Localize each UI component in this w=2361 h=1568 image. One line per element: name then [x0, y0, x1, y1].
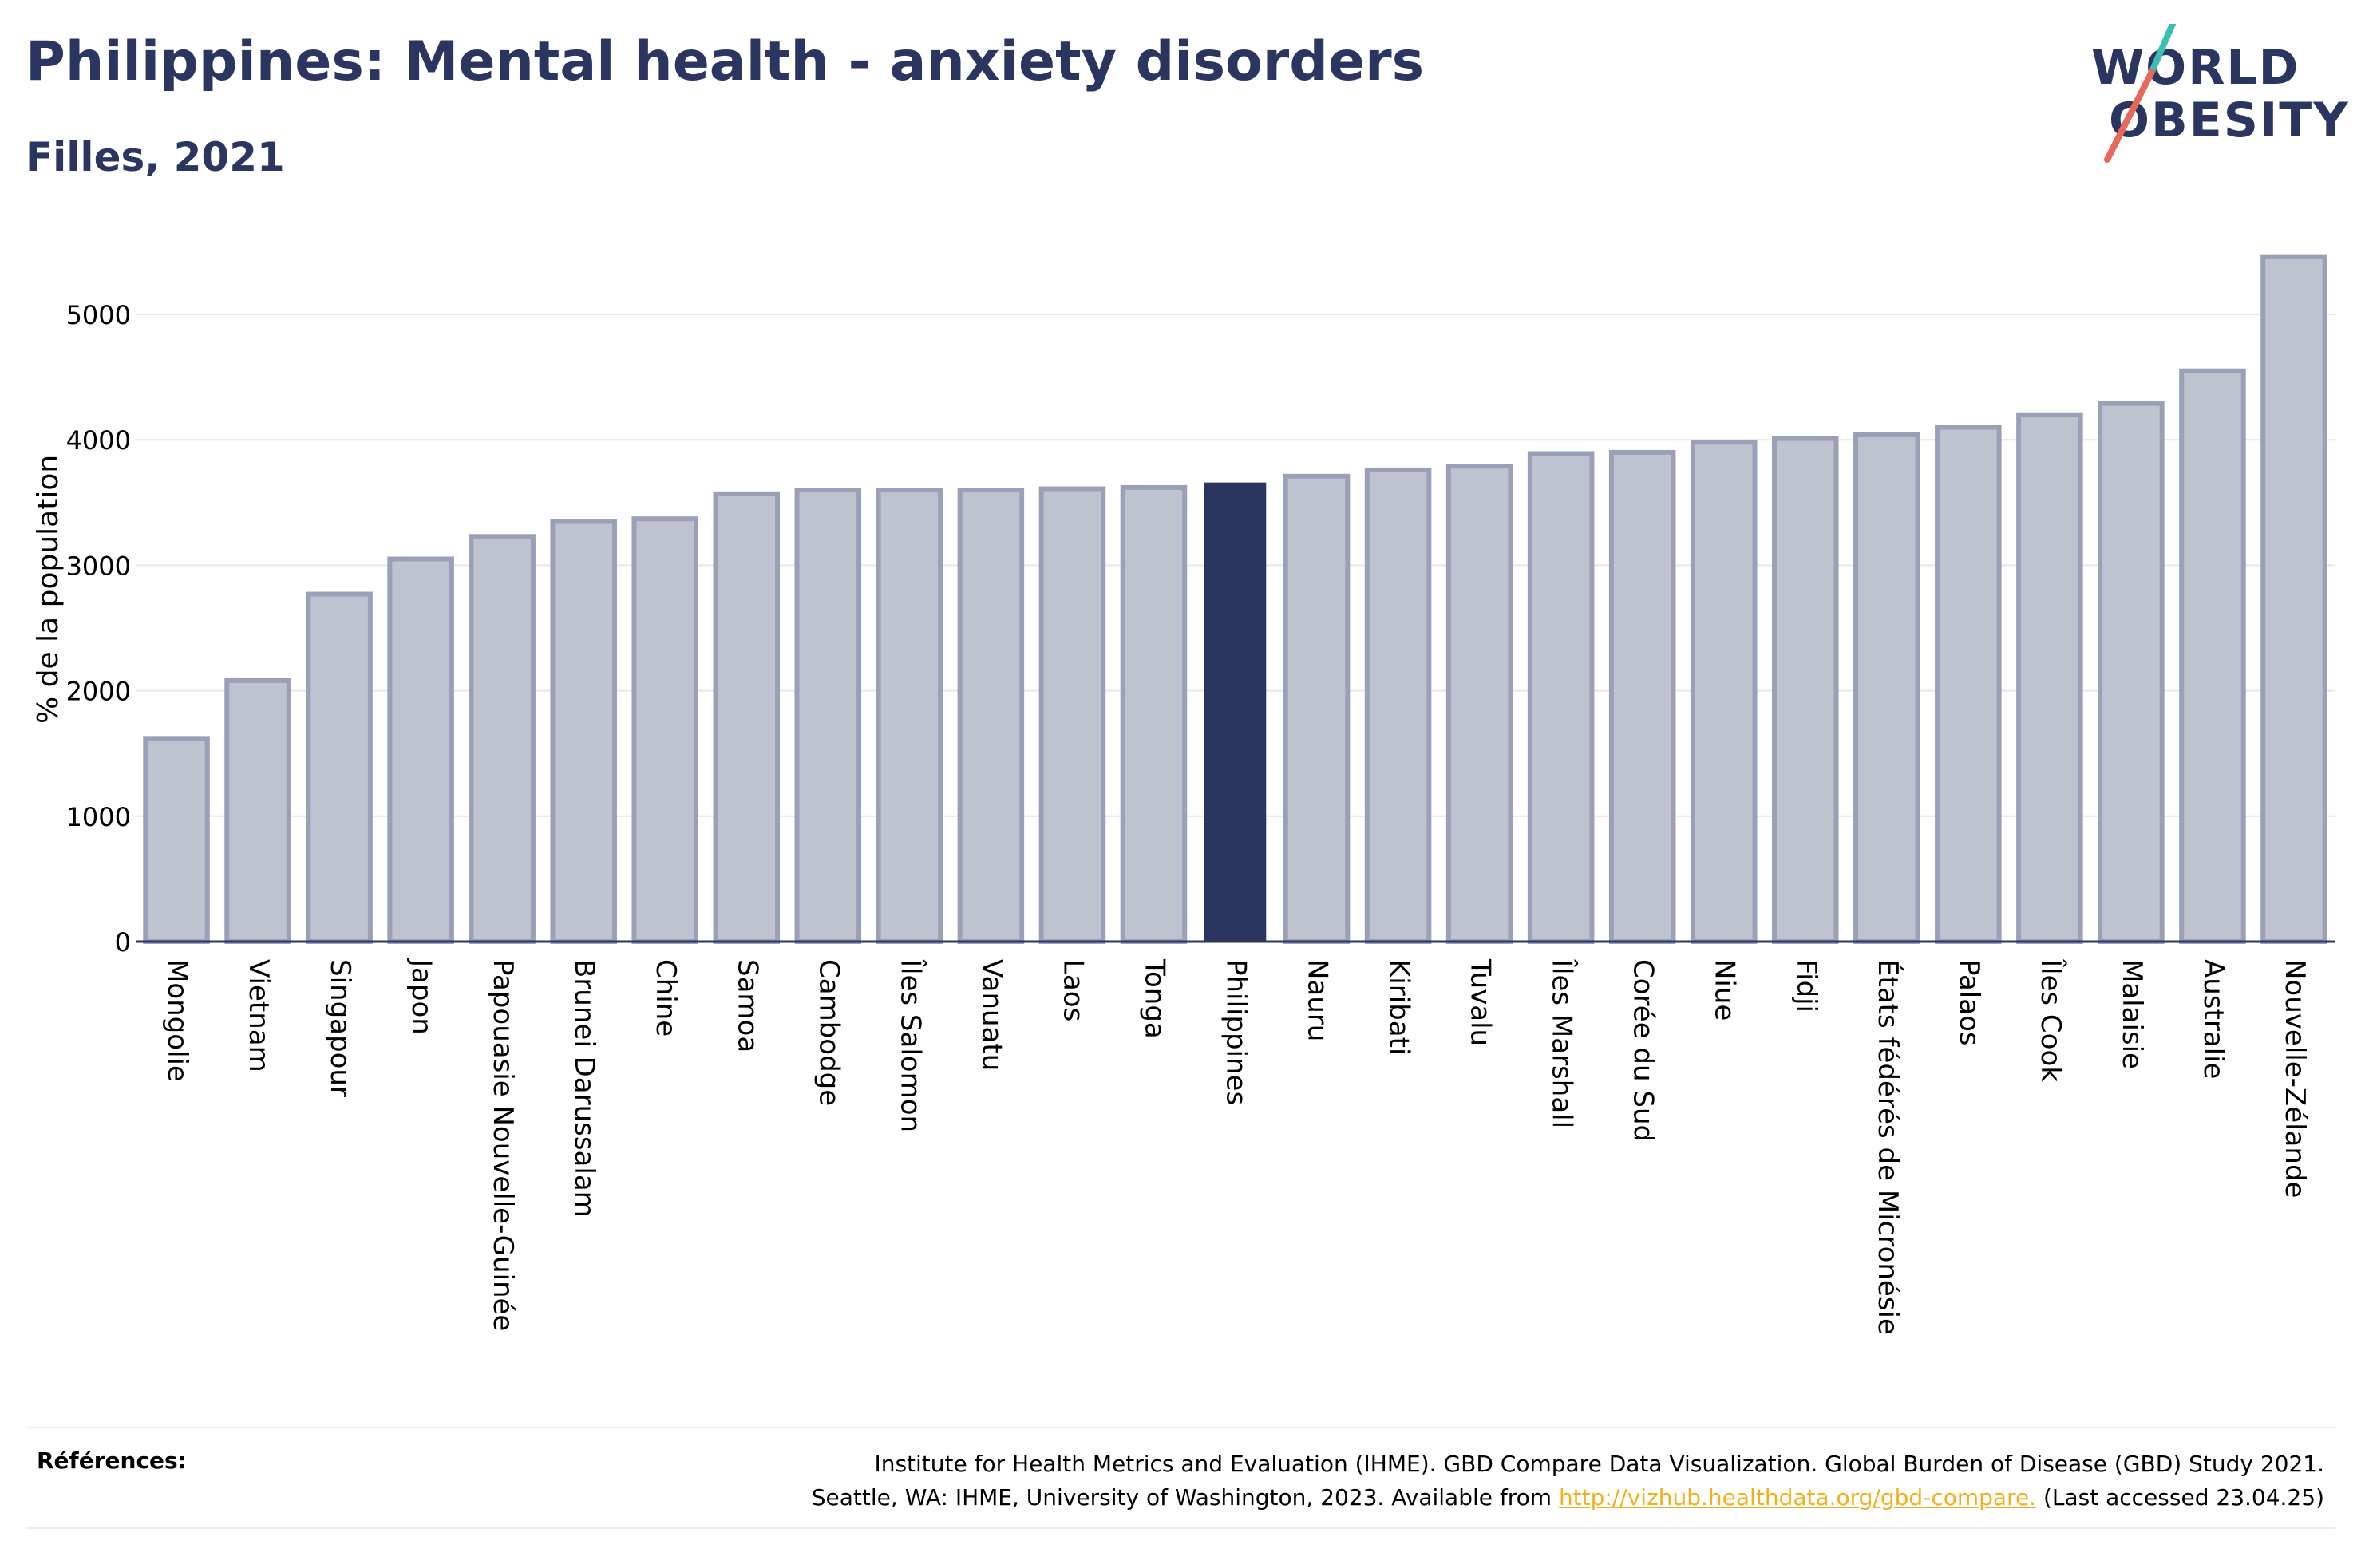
bar-nauru [1283, 473, 1351, 944]
x-tick-label: Papouasie Nouvelle-Guinée [487, 959, 519, 1331]
bar-australie [2179, 368, 2246, 944]
y-axis-label: % de la population [32, 455, 65, 724]
y-tick-label: 0 [115, 927, 131, 958]
x-tick-label: Malaisie [2116, 959, 2148, 1069]
x-tick-label: Tuvalu [1465, 958, 1497, 1046]
y-tick-label: 1000 [66, 802, 131, 832]
x-tick-label: Chine [650, 959, 682, 1037]
references-line-2-suffix: (Last accessed 23.04.25) [2036, 1484, 2324, 1511]
bar-samoa [713, 491, 781, 944]
references-link[interactable]: http://vizhub.healthdata.org/gbd-compare… [1558, 1484, 2037, 1511]
x-tick-label: États fédérés de Micronésie [1872, 959, 1904, 1335]
bar-singapour [306, 591, 373, 945]
bar-fidji [1771, 436, 1839, 944]
x-tick-label: Niue [1709, 959, 1741, 1021]
y-tick-label: 3000 [66, 551, 131, 581]
x-tick-label: Japon [405, 958, 437, 1035]
y-tick-label: 4000 [66, 425, 131, 456]
bar-niue [1690, 440, 1758, 944]
bar-laos [1038, 486, 1106, 944]
bar-états-fédérés-de-micronésie [1853, 432, 1920, 944]
logo-line-1: WORLD [2091, 40, 2300, 96]
bar-chart: 0 1000 2000 3000 4000 5000 % de la population M… [32, 254, 2335, 1335]
bar-cambodge [794, 488, 862, 944]
bar-mongolie [143, 736, 210, 944]
x-tick-label: Vietnam [243, 959, 275, 1072]
x-tick-label: Kiribati [1383, 959, 1415, 1055]
world-obesity-logo: WORLD OBESITY [2075, 24, 2350, 168]
bar-tuvalu [1445, 464, 1513, 944]
chart-subtitle: Filles, 2021 [26, 134, 285, 180]
references-text: Institute for Health Metrics and Evaluat… [812, 1448, 2324, 1515]
x-tick-label: Singapour [324, 959, 356, 1097]
bar-vanuatu [957, 488, 1025, 944]
x-tick-label: Brunei Darussalam [568, 959, 600, 1218]
x-tick-label: Samoa [731, 959, 763, 1053]
x-tick-label: Nouvelle-Zélande [2279, 959, 2311, 1198]
bar-îles-salomon [876, 488, 943, 944]
references-box: Références: Institute for Health Metrics… [26, 1427, 2335, 1529]
x-tick-label: Vanuatu [975, 959, 1007, 1071]
bar-vietnam [224, 678, 291, 944]
bar-papouasie-nouvelle-guinée [469, 534, 536, 945]
references-line-2: Seattle, WA: IHME, University of Washing… [812, 1481, 2324, 1515]
bar-philippines [1204, 482, 1267, 942]
bar-îles-marshall [1527, 451, 1595, 944]
bar-corée-du-sud [1608, 449, 1676, 944]
x-tick-label: Tonga [1138, 958, 1170, 1039]
references-line-1: Institute for Health Metrics and Evaluat… [874, 1451, 2324, 1477]
bar-chine [631, 516, 699, 944]
bar-tonga [1120, 484, 1188, 944]
x-tick-label: Laos [1057, 959, 1089, 1021]
x-tick-label: Cambodge [813, 959, 844, 1106]
x-tick-label: Nauru [1302, 959, 1334, 1041]
x-tick-label: Îles Cook [2035, 958, 2067, 1082]
bar-japon [387, 556, 454, 944]
bar-palaos [1935, 425, 2002, 944]
bar-kiribati [1364, 467, 1432, 944]
y-tick-label: 5000 [66, 300, 131, 330]
x-tick-label: Palaos [1953, 959, 1985, 1046]
bar-nouvelle-zélande [2260, 254, 2327, 944]
references-line-2-prefix: Seattle, WA: IHME, University of Washing… [811, 1484, 1559, 1511]
logo-slash-icon [2104, 24, 2176, 163]
bar-îles-cook [2016, 412, 2083, 944]
bar-malaisie [2098, 401, 2165, 944]
chart-title: Philippines: Mental health - anxiety dis… [26, 30, 1425, 93]
logo-line-2: OBESITY [2109, 93, 2350, 148]
bar-brunei-darussalam [550, 519, 617, 944]
y-tick-label: 2000 [66, 677, 131, 707]
x-tick-label: Îles Marshall [1546, 958, 1579, 1128]
x-tick-label: Philippines [1220, 959, 1252, 1105]
references-label: Références: [37, 1448, 187, 1474]
x-tick-label: Îles Salomon [894, 958, 927, 1132]
x-tick-label: Australie [2197, 959, 2229, 1079]
x-tick-label: Fidji [1790, 959, 1822, 1013]
x-tick-label: Mongolie [161, 959, 193, 1082]
x-tick-label: Corée du Sud [1627, 959, 1659, 1142]
